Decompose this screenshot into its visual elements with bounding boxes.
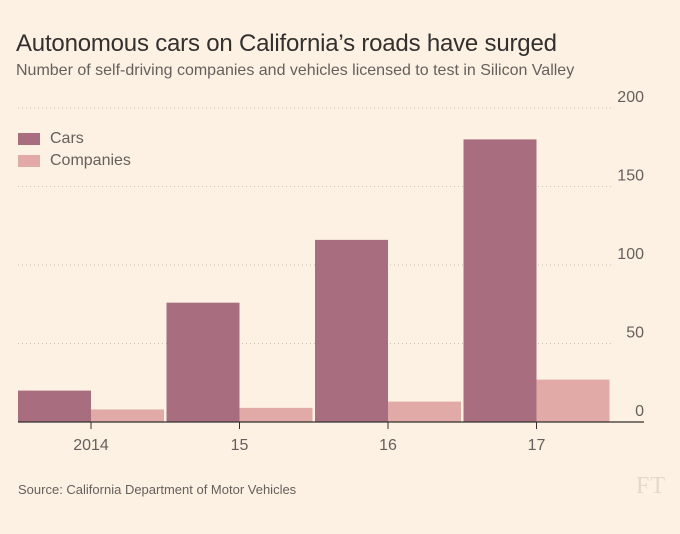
bar-companies-15 [239,407,313,422]
bar-cars-2014 [18,390,91,422]
x-tick-label-16: 16 [379,437,397,454]
legend-label-cars: Cars [50,130,84,147]
bar-companies-17 [536,379,610,422]
bar-cars-17 [463,139,537,422]
y-tick-label-200: 200 [617,89,644,106]
y-tick-label-100: 100 [617,246,644,263]
chart-title: Autonomous cars on California’s roads ha… [16,30,557,57]
legend-item-cars: Cars [18,128,131,150]
y-tick-label-50: 50 [626,325,644,342]
x-tick-label-2014: 2014 [73,437,109,454]
y-tick-label-150: 150 [617,168,644,185]
bar-cars-16 [315,239,388,422]
bar-companies-2014 [91,409,164,422]
chart-subtitle: Number of self-driving companies and veh… [16,62,575,79]
legend-item-companies: Companies [18,150,131,172]
legend-swatch-cars [18,133,40,145]
bar-cars-15 [166,302,240,422]
legend-label-companies: Companies [50,152,131,169]
bar-companies-16 [388,401,461,422]
legend-swatch-companies [18,155,40,167]
x-tick-label-17: 17 [528,437,546,454]
ft-logo: FT [635,473,666,499]
y-tick-label-0: 0 [635,403,644,420]
x-tick-label-15: 15 [231,437,249,454]
chart-legend: Cars Companies [18,128,131,172]
source-note: Source: California Department of Motor V… [18,482,297,497]
